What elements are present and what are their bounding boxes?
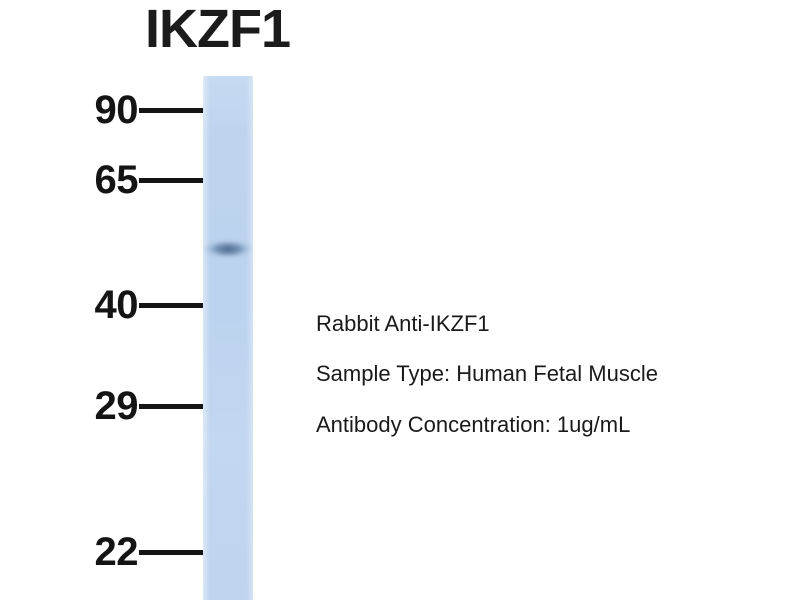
mw-label-40: 40 bbox=[94, 283, 139, 327]
mw-marker-40: 40 bbox=[60, 283, 203, 327]
mw-tick-29 bbox=[139, 403, 203, 409]
annotation-sample-type: Sample Type: Human Fetal Muscle bbox=[316, 361, 658, 387]
mw-tick-40 bbox=[139, 302, 203, 308]
mw-label-22: 22 bbox=[94, 530, 139, 574]
gel-lane bbox=[203, 76, 253, 600]
mw-marker-22: 22 bbox=[60, 530, 203, 574]
mw-tick-90 bbox=[139, 107, 203, 113]
annotation-concentration: Antibody Concentration: 1ug/mL bbox=[316, 411, 631, 437]
annotation-block: Rabbit Anti-IKZF1 Sample Type: Human Fet… bbox=[316, 312, 746, 436]
annotation-antibody: Rabbit Anti-IKZF1 bbox=[316, 311, 490, 336]
mw-label-90: 90 bbox=[94, 88, 139, 132]
mw-label-65: 65 bbox=[94, 158, 139, 202]
mw-label-29: 29 bbox=[94, 384, 139, 428]
mw-marker-29: 29 bbox=[60, 384, 203, 428]
page-title: IKZF1 bbox=[145, 0, 291, 59]
mw-marker-65: 65 bbox=[60, 158, 203, 202]
mw-marker-90: 90 bbox=[60, 88, 203, 132]
mw-tick-22 bbox=[139, 549, 203, 555]
mw-tick-65 bbox=[139, 177, 203, 183]
